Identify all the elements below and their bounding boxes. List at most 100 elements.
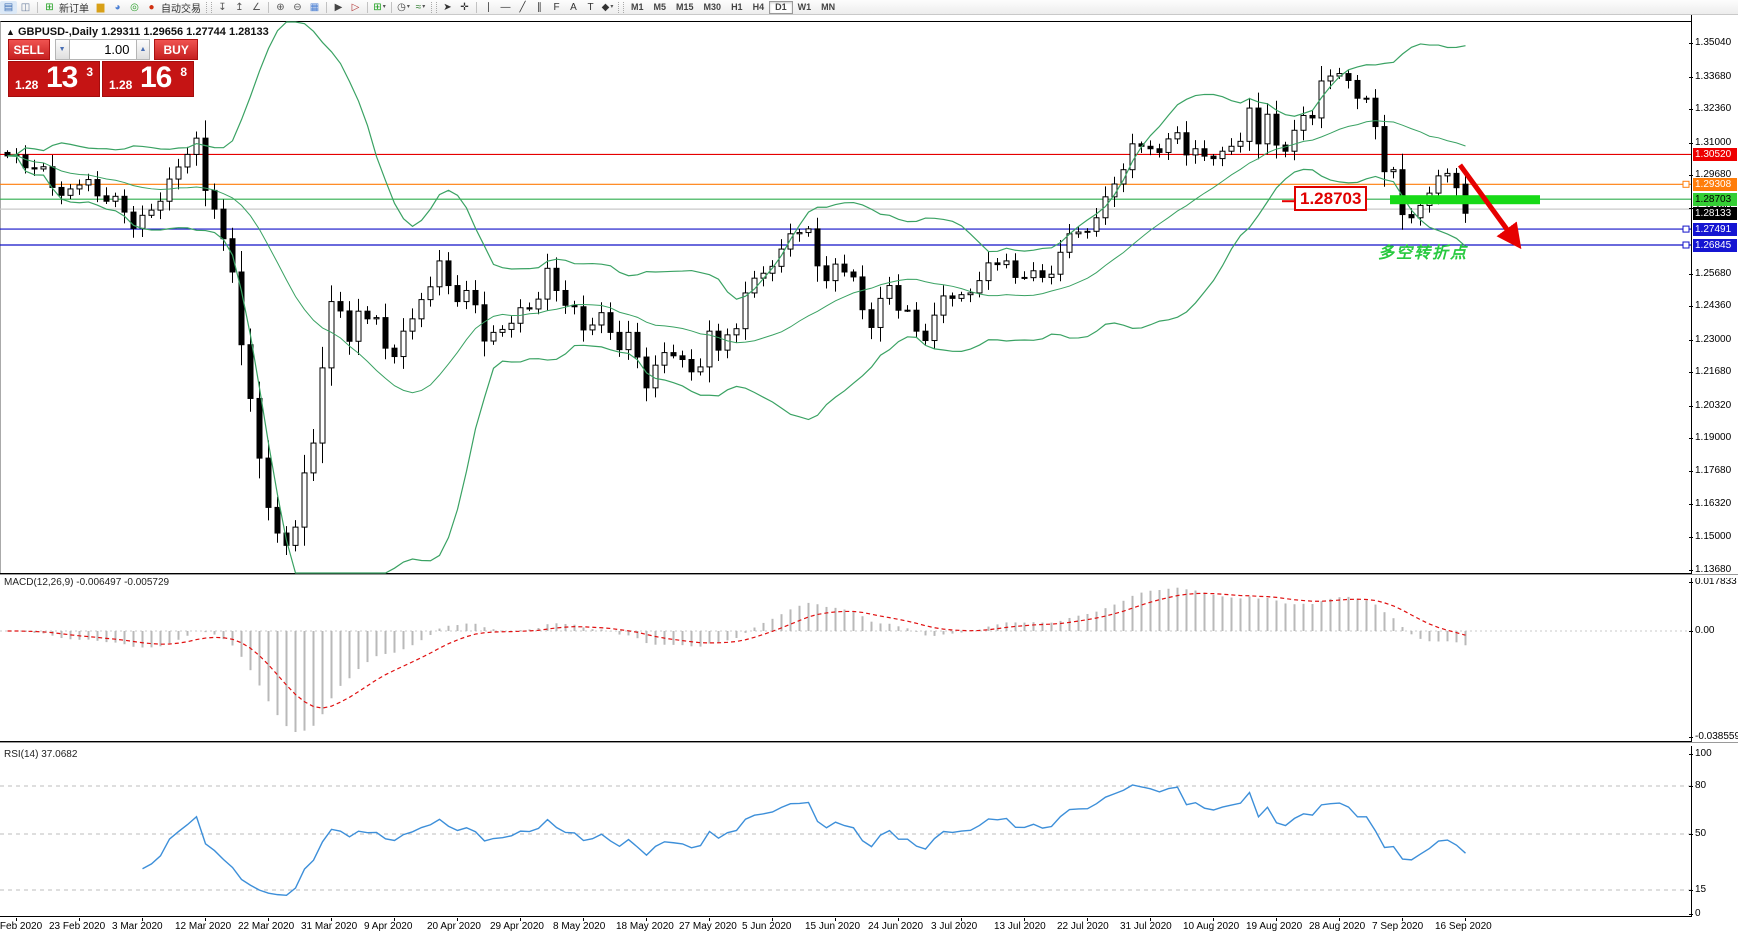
panel-separator-rsi[interactable] [0,742,1738,746]
equidistant-channel-icon[interactable]: ∥ [537,1,542,13]
new-order-button[interactable]: 新订单 [59,3,89,15]
price-axis: 1.350401.336801.323601.310001.296801.283… [1689,15,1738,938]
date-axis-label: 31 Jul 2020 [1120,921,1172,932]
autotrade-button[interactable]: 自动交易 [161,3,201,15]
zoom-in-icon[interactable]: ⊕ [276,1,285,13]
timeframe-button-m5[interactable]: M5 [653,1,667,12]
turning-point-text-annotation[interactable]: 多空转折点 [1378,245,1469,262]
chart-symbol: GBPUSD-,Daily [17,26,99,38]
timeframe-button-h1[interactable]: H1 [731,1,743,12]
price-axis-tick: 1.25680 [1695,268,1732,279]
crosshair-icon[interactable]: ✛ [460,1,469,13]
tile-windows-icon[interactable]: ▦ [309,1,320,13]
price-axis-tick: 1.19000 [1695,432,1732,443]
macd-panel[interactable] [0,576,1738,742]
price-axis-tick: 1.15000 [1695,531,1732,542]
date-axis-label: 9 Apr 2020 [364,921,413,932]
text-label-icon[interactable]: T [587,1,594,13]
timeframe-button-w1[interactable]: W1 [797,1,812,12]
date-axis-label: 5 Jun 2020 [742,921,792,932]
timeframe-button-h4[interactable]: H4 [752,1,765,12]
date-axis-label: 15 Jun 2020 [805,921,861,932]
toolbar-grip[interactable] [618,1,624,13]
toolbar-separator [476,1,477,13]
line-price-label: 1.28703 [1693,193,1737,206]
date-axis-label: 23 Feb 2020 [49,921,106,932]
text-icon[interactable]: A [570,1,577,13]
periods-icon[interactable]: ◷ ▾ [397,1,410,13]
chart-window[interactable]: 1.35040 1.33680 1.32360 1.31000 1.29680 1.28 3… [0,15,1738,938]
price-axis-tick: 1.20320 [1695,400,1732,411]
timeframe-button-mn[interactable]: MN [821,1,836,12]
date-axis-label: 8 May 2020 [553,921,606,932]
date-axis-label: 27 May 2020 [679,921,737,932]
sell-price-button[interactable]: 1.28 13 3 [8,61,100,97]
volume-increase-button[interactable]: ▲ [135,39,151,60]
timeframe-button-m1[interactable]: M1 [631,1,644,12]
cursor-icon[interactable]: ➤ [443,1,452,13]
date-axis-label: 24 Jun 2020 [868,921,924,932]
buy-price-pip: 8 [180,65,187,79]
buy-button[interactable]: BUY [154,39,198,60]
timeframe-button-m15[interactable]: M15 [676,1,694,12]
shapes-icon[interactable]: ◆ ▾ [601,1,614,13]
toolbar-separator [326,1,327,13]
date-axis: 13 Feb 2020 23 Feb 2020 3 Mar 2020 12 Mar 2… [0,918,1691,938]
price-axis-tick: 1.24360 [1695,300,1732,311]
bid-price-label: 1.28133 [1693,207,1737,220]
price-axis-tick: 1.23000 [1695,334,1732,345]
main-price-chart[interactable] [0,15,1738,575]
collapse-chart-icon[interactable]: ▲ [6,27,15,37]
key-price-annotation[interactable]: 1.28703 [1294,186,1368,212]
auto-scroll-icon[interactable]: ↥ [235,1,244,13]
price-axis-tick: 1.16320 [1695,498,1732,509]
signals-icon[interactable]: ◎ [130,1,139,13]
date-axis-label: 29 Apr 2020 [490,921,544,932]
volume-decrease-button[interactable]: ▼ [54,39,70,60]
price-axis-tick: 1.32360 [1695,103,1732,114]
volume-input[interactable] [69,39,136,60]
toolbar-grip[interactable] [431,1,437,13]
horizontal-line-icon[interactable]: — [500,1,511,13]
sell-button[interactable]: SELL [8,39,50,60]
indicators-icon[interactable]: ≈ ▾ [415,1,426,13]
scroll-to-end-icon[interactable]: ↧ [218,1,227,13]
price-axis-tick: 80 [1695,780,1707,791]
timeframe-button-m30[interactable]: M30 [703,1,722,12]
price-axis-tick: 1.31000 [1695,137,1732,148]
gold-icon[interactable]: ▆ [96,1,105,13]
date-axis-label: 20 Apr 2020 [427,921,481,932]
fibonacci-icon[interactable]: F [553,1,560,13]
chart-title: ▲ GBPUSD-,Daily 1.29311 1.29656 1.27744 … [6,26,269,38]
price-axis-tick: 1.35040 [1695,37,1732,48]
sell-price-pip: 3 [86,65,93,79]
add-chart-icon[interactable]: ⊞ ▾ [373,1,386,13]
buy-price-button[interactable]: 1.28 16 8 [102,61,194,97]
timeframe-button-d1[interactable]: D1 [769,0,793,14]
price-axis-tick: 100 [1695,748,1712,759]
mql-community-icon[interactable]: ◕ [114,1,121,13]
date-axis-label: 13 Feb 2020 [0,921,43,932]
price-axis-tick: 50 [1695,828,1707,839]
date-axis-label: 28 Aug 2020 [1309,921,1366,932]
vertical-line-icon[interactable]: ∣ [486,1,491,13]
date-axis-label: 12 Mar 2020 [175,921,232,932]
step-bar-icon[interactable]: ▷ [351,1,360,13]
panel-separator-macd[interactable] [0,574,1738,578]
new-chart-icon[interactable]: ▤ [0,0,17,14]
chart-shift-icon[interactable]: ∠ [252,1,261,13]
price-axis-tick: -0.038559 [1695,731,1738,742]
trendline-icon[interactable]: ╱ [519,1,526,13]
autotrade-icon[interactable]: ● [148,1,155,13]
rsi-panel[interactable] [0,744,1738,917]
zoom-out-icon[interactable]: ⊖ [293,1,302,13]
chart-ohlc: 1.29311 1.29656 1.27744 1.28133 [101,26,269,38]
profiles-icon[interactable]: ◫ [20,1,31,13]
buy-price-prefix: 1.28 [109,78,133,92]
price-axis-tick: 0 [1695,908,1701,919]
price-axis-tick: 0.00 [1695,625,1715,636]
new-order-icon[interactable]: ⊞ [45,1,54,13]
step-forward-icon[interactable]: ▶ [334,1,343,13]
date-axis-label: 31 Mar 2020 [301,921,358,932]
toolbar-grip[interactable] [206,1,212,13]
